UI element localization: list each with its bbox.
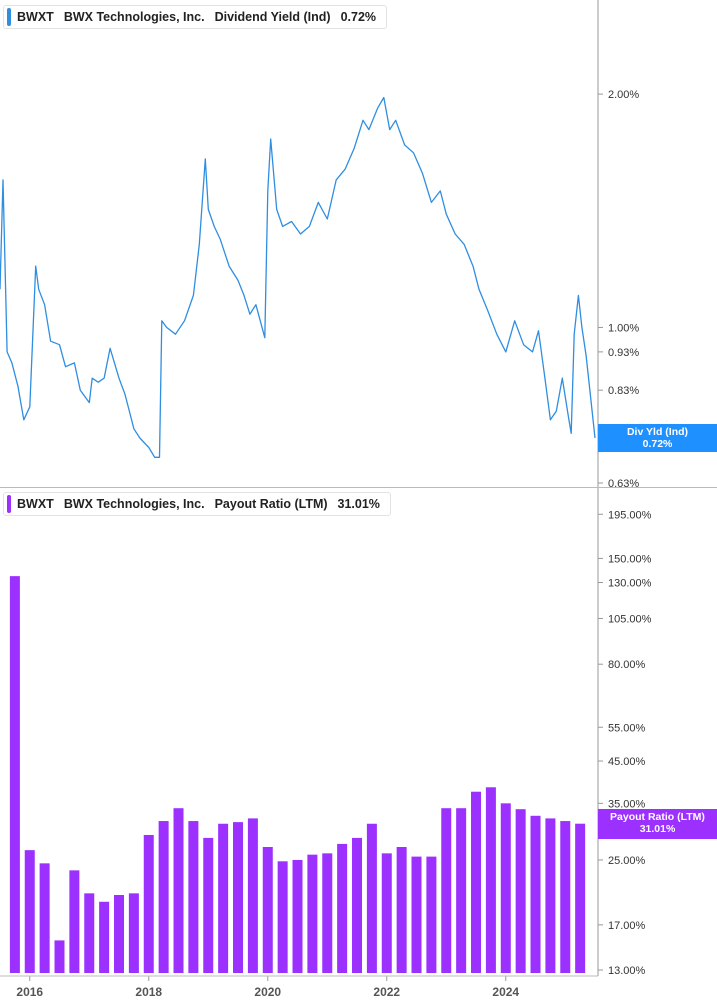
x-tick-label: 2016 — [16, 985, 43, 999]
tag-value: 31.01% — [639, 822, 676, 835]
payout-ratio-bar — [39, 863, 50, 973]
payout-ratio-bar — [500, 803, 511, 973]
y-tick-label: 1.00% — [608, 322, 639, 334]
y-tick-label: 80.00% — [608, 659, 646, 671]
payout-ratio-bar — [441, 808, 452, 973]
payout-ratio-bar — [485, 787, 496, 973]
payout-ratio-bar — [426, 856, 437, 973]
dividend-yield-line — [0, 96, 596, 458]
payout-ratio-bar — [128, 893, 139, 973]
payout-ratio-bar — [173, 808, 184, 973]
y-tick-label: 2.00% — [608, 89, 639, 101]
y-tick-label: 150.00% — [608, 553, 652, 565]
legend-metric: Payout Ratio (LTM) — [214, 497, 328, 511]
y-tick-label: 0.93% — [608, 347, 639, 359]
payout-ratio-bar — [381, 853, 392, 973]
legend-metric: Dividend Yield (Ind) — [214, 10, 331, 24]
legend-company: BWX Technologies, Inc. — [63, 497, 205, 511]
y-tick-label: 0.83% — [608, 385, 639, 397]
legend-ticker: BWXT — [17, 497, 54, 511]
payout-ratio-bar — [9, 576, 20, 973]
tag-label: Payout Ratio (LTM) — [610, 810, 705, 823]
payout-ratio-bar — [233, 822, 244, 973]
payout-ratio-bar — [188, 821, 199, 973]
y-tick-label: 35.00% — [608, 798, 646, 810]
y-tick-label: 105.00% — [608, 613, 652, 625]
series-color-swatch — [7, 8, 11, 26]
payout-ratio-bar — [396, 846, 407, 973]
payout-ratio-bar — [69, 870, 80, 973]
payout-ratio-bar — [471, 791, 482, 973]
tag-label: Div Yld (Ind) — [626, 426, 689, 439]
payout-ratio-bar — [143, 834, 154, 973]
dividend-yield-legend[interactable]: BWXT BWX Technologies, Inc. Dividend Yie… — [3, 5, 388, 29]
payout-ratio-bar — [203, 837, 214, 973]
payout-ratio-bar — [84, 893, 95, 973]
payout-ratio-bar — [530, 815, 541, 973]
y-tick-label: 13.00% — [608, 965, 646, 977]
legend-ticker: BWXT — [17, 10, 54, 24]
legend-value: 0.72% — [340, 10, 377, 24]
payout-ratio-bar — [545, 818, 556, 973]
y-tick-label: 130.00% — [608, 577, 652, 589]
payout-ratio-bar — [560, 821, 571, 973]
payout-ratio-bar — [24, 850, 35, 973]
payout-ratio-bar — [158, 821, 169, 973]
y-tick-label: 25.00% — [608, 855, 646, 867]
payout-ratio-bar — [515, 809, 526, 973]
legend-company: BWX Technologies, Inc. — [63, 10, 205, 24]
payout-ratio-bar — [247, 818, 258, 973]
x-tick-label: 2018 — [135, 985, 162, 999]
payout-ratio-panel: 195.00% 150.00% 130.00% 105.00% 80.00% 55.00%… — [9, 509, 652, 977]
series-color-swatch — [7, 495, 11, 513]
payout-ratio-bar — [99, 901, 110, 973]
y-tick-label: 17.00% — [608, 920, 646, 932]
dividend-yield-panel: 2.00%1.00%0.93%0.83%0.72%0.63% — [0, 89, 639, 490]
payout-ratio-bar — [262, 846, 273, 973]
x-axis: 2016 2018 2020 2022 2024 — [16, 976, 519, 999]
payout-ratio-bar — [277, 861, 288, 973]
payout-ratio-bar — [292, 859, 303, 973]
x-tick-label: 2020 — [254, 985, 281, 999]
tag-value: 0.72% — [642, 438, 673, 451]
payout-ratio-bar — [322, 853, 333, 973]
payout-ratio-bar — [352, 837, 363, 973]
payout-ratio-bar — [411, 856, 422, 973]
y-tick-label: 0.63% — [608, 478, 639, 490]
x-tick-label: 2024 — [492, 985, 519, 999]
y-tick-label: 45.00% — [608, 756, 646, 768]
y-tick-label: 55.00% — [608, 722, 646, 734]
payout-ratio-bar — [54, 940, 65, 973]
payout-ratio-bar — [366, 823, 377, 973]
payout-ratio-bar — [456, 808, 467, 973]
payout-ratio-legend[interactable]: BWXT BWX Technologies, Inc. Payout Ratio… — [3, 492, 391, 516]
payout-ratio-bar — [575, 823, 586, 973]
payout-ratio-bar — [218, 823, 229, 973]
payout-ratio-bar — [114, 894, 125, 973]
x-tick-label: 2022 — [373, 985, 400, 999]
payout-ratio-bar — [307, 854, 318, 973]
payout-ratio-bar — [337, 843, 348, 973]
dividend-yield-value-tag: Div Yld (Ind) 0.72% — [598, 424, 717, 453]
y-tick-label: 195.00% — [608, 509, 652, 521]
legend-value: 31.01% — [337, 497, 380, 511]
payout-ratio-value-tag: Payout Ratio (LTM) 31.01% — [598, 808, 717, 839]
